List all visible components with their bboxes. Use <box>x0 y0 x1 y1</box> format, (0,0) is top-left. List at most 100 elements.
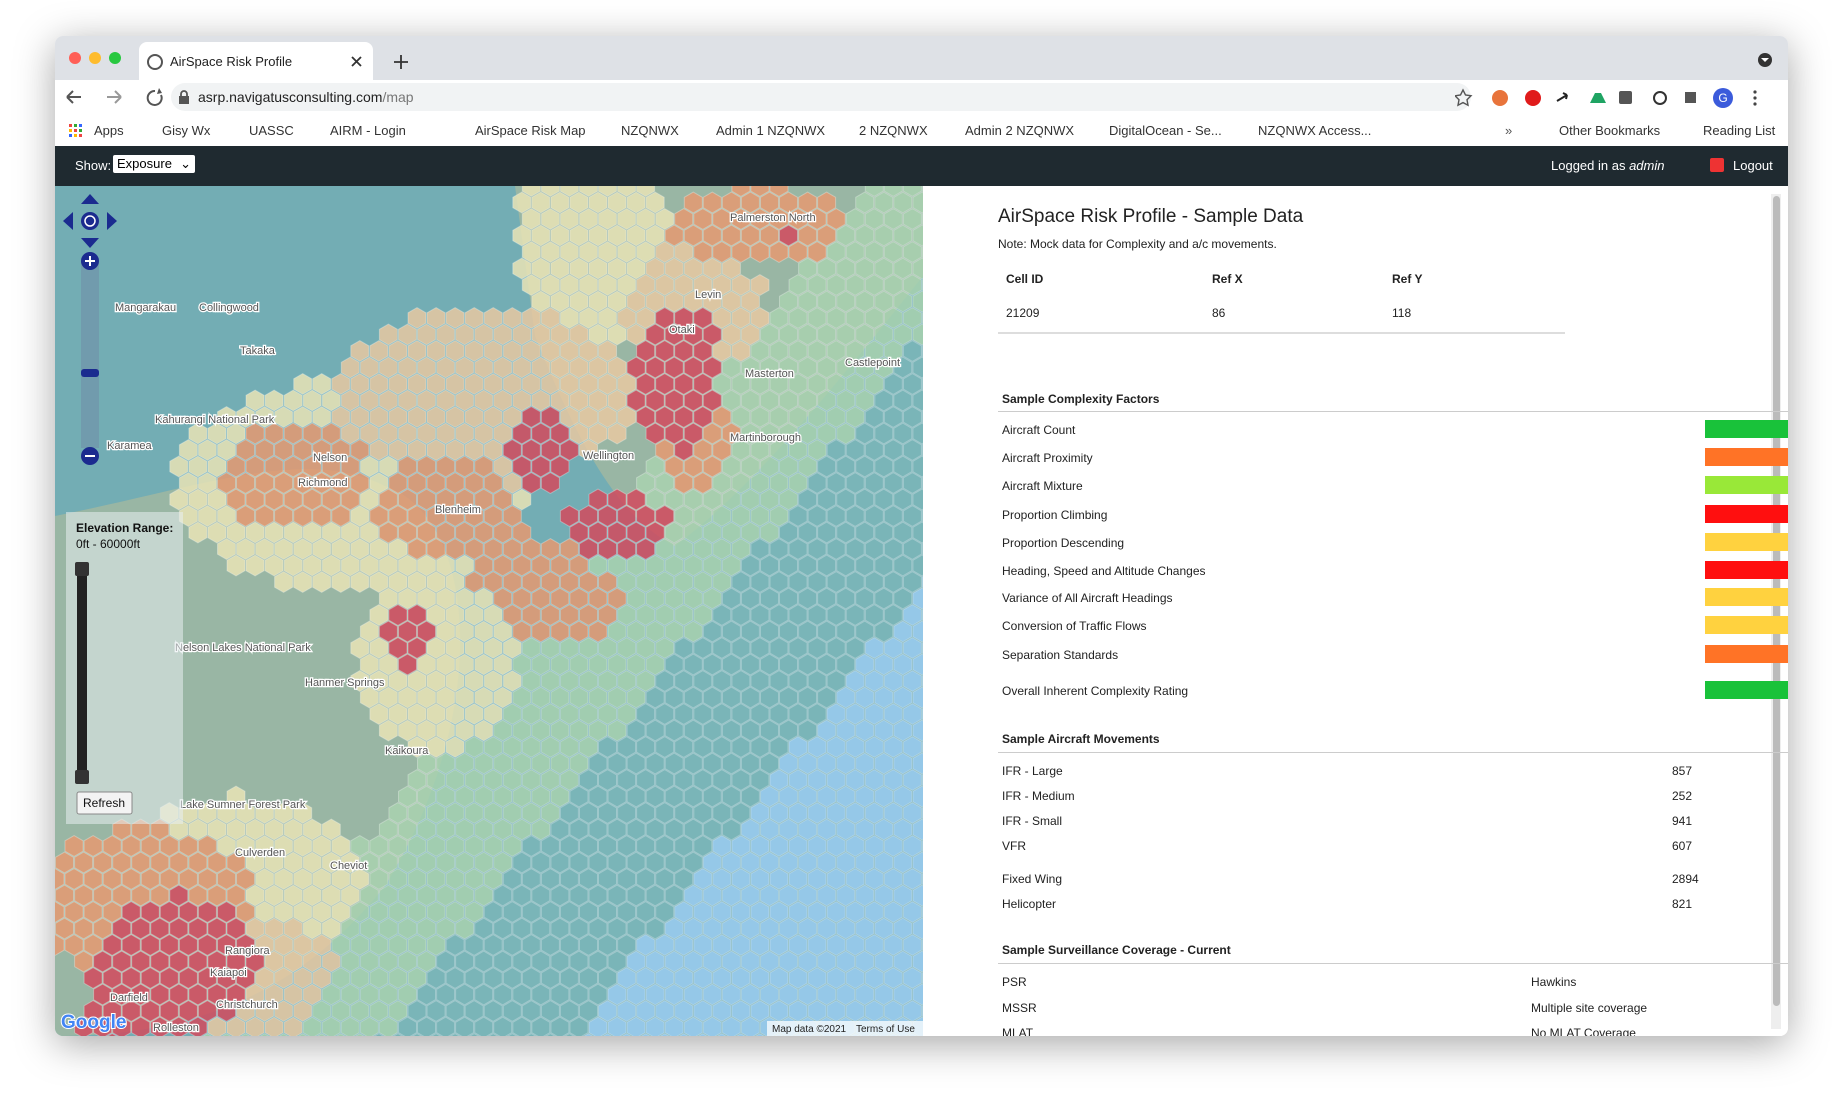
place-labels: Palmerston North Levin Otaki Masterton W… <box>106 211 902 1036</box>
section-rule <box>998 963 1788 964</box>
refresh-button[interactable] <box>76 791 133 815</box>
surveillance-label: MLAT <box>1002 1026 1034 1036</box>
section-title: Sample Complexity Factors <box>1002 392 1160 406</box>
hex-cells[interactable] <box>55 186 846 973</box>
reading-list[interactable]: Reading List <box>1703 123 1776 138</box>
omnibox[interactable] <box>171 83 1471 111</box>
refresh-label[interactable]: Refresh <box>83 796 125 810</box>
place-label: Karamea <box>107 440 153 452</box>
place-label: Masterton <box>745 368 794 380</box>
place-label: Cheviot <box>330 860 367 872</box>
bookmark[interactable]: 2 NZQNWX <box>859 123 928 138</box>
bookmark[interactable]: AirSpace Risk Map <box>475 123 586 138</box>
factor-label: Separation Standards <box>1002 648 1119 662</box>
tab-title[interactable]: AirSpace Risk Profile <box>170 54 293 69</box>
hex-cells[interactable] <box>580 555 924 1036</box>
bookmark[interactable]: Gisy Wx <box>162 123 211 138</box>
place-label: Wellington <box>583 450 634 462</box>
info-panel: AirSpace Risk Profile - Sample Data Note… <box>923 186 1788 1036</box>
zoom-slider[interactable] <box>81 252 99 465</box>
factor-rating <box>1705 476 1788 494</box>
elevation-track[interactable] <box>77 562 87 774</box>
overflow-chevron[interactable]: » <box>1505 123 1513 138</box>
table-cell: 21209 <box>1006 306 1040 320</box>
movement-label: Helicopter <box>1002 897 1057 911</box>
panel-title: AirSpace Risk Profile - Sample Data <box>998 206 1304 227</box>
bookmark[interactable]: NZQNWX <box>621 123 679 138</box>
table-header: Ref Y <box>1392 272 1423 286</box>
bookmark[interactable]: NZQNWX Access... <box>1258 123 1372 138</box>
place-label: Kahurangi National Park <box>155 414 275 426</box>
pan-control[interactable] <box>63 194 117 248</box>
bookmark[interactable]: Apps <box>94 123 124 138</box>
login-prefix: Logged in as <box>1551 158 1626 173</box>
factor-label: Aircraft Proximity <box>1002 451 1093 465</box>
apps-icon <box>69 124 82 137</box>
bookmark[interactable]: UASSC <box>249 123 294 138</box>
place-label: Nelson <box>313 452 347 464</box>
place-label: Richmond <box>298 477 348 489</box>
movement-label: IFR - Medium <box>1002 789 1075 803</box>
place-label: Nelson Lakes National Park <box>175 642 311 654</box>
hex-cells[interactable] <box>74 224 798 1036</box>
elevation-handle[interactable] <box>75 770 89 784</box>
elevation-handle[interactable] <box>75 562 89 576</box>
place-label: Collingwood <box>199 302 259 314</box>
section-title: Sample Surveillance Coverage - Current <box>1002 943 1231 957</box>
hex-cells[interactable] <box>207 241 770 1036</box>
hex-cells[interactable] <box>159 186 675 940</box>
table-header: Cell ID <box>1006 272 1044 286</box>
place-label: Otaki <box>669 324 695 336</box>
factor-label: Proportion Descending <box>1002 536 1125 550</box>
factor-label: Overall Inherent Complexity Rating <box>1002 684 1189 698</box>
tab-menu[interactable] <box>1755 50 1775 70</box>
terms-link[interactable]: Terms of Use <box>856 1024 915 1035</box>
factor-rating <box>1705 588 1788 606</box>
show-value[interactable]: Exposure <box>117 156 172 171</box>
show-select[interactable]: Exposure ⌄ <box>113 155 195 173</box>
map[interactable]: Palmerston North Levin Otaki Masterton W… <box>55 186 923 1036</box>
surveillance-label: PSR <box>1002 975 1027 989</box>
place-label: Takaka <box>240 345 276 357</box>
factor-label: Conversion of Traffic Flows <box>1002 619 1147 633</box>
place-label: Levin <box>695 289 721 301</box>
logout-link[interactable]: Logout <box>1733 158 1773 173</box>
login-status: Logged in as admin <box>1551 158 1665 173</box>
place-label: Mangarakau <box>115 302 176 314</box>
other-bookmarks[interactable]: Other Bookmarks <box>1559 123 1661 138</box>
surveillance-value: No MLAT Coverage <box>1531 1026 1636 1036</box>
app-bar: Show: Exposure ⌄ Logged in as admin Logo… <box>55 146 1788 186</box>
movement-value: 607 <box>1672 839 1693 853</box>
browser-window: AirSpace Risk Profile asrp.navigatuscons… <box>55 36 1788 1036</box>
url-path: /map <box>382 89 414 105</box>
movement-value: 857 <box>1672 764 1693 778</box>
bookmark[interactable]: Admin 2 NZQNWX <box>965 123 1075 138</box>
place-label: Kaiapoi <box>210 967 247 979</box>
login-user: admin <box>1629 158 1665 173</box>
panel-note: Note: Mock data for Complexity and a/c m… <box>998 237 1277 251</box>
overall-rating <box>1705 681 1788 699</box>
factor-label: Aircraft Mixture <box>1002 479 1083 493</box>
table-cell: 118 <box>1392 306 1412 320</box>
hex-cells[interactable] <box>370 324 923 1036</box>
section-rule <box>998 752 1788 753</box>
toolbar-icons[interactable]: G <box>1455 87 1785 109</box>
hex-cells[interactable] <box>198 186 923 1036</box>
place-label: Rangiora <box>225 945 271 957</box>
nav-buttons[interactable] <box>55 80 225 114</box>
address-row: asrp.navigatusconsulting.com/map G <box>55 80 1788 114</box>
table-cell: 86 <box>1212 306 1226 320</box>
tab-bar: AirSpace Risk Profile <box>55 36 1788 80</box>
logout-icon[interactable] <box>1710 158 1724 172</box>
section-rule <box>998 411 1788 412</box>
movement-value: 252 <box>1672 789 1693 803</box>
profile-initial[interactable]: G <box>1718 91 1727 105</box>
bookmark[interactable]: Admin 1 NZQNWX <box>716 123 826 138</box>
bookmarks-bar: Apps Gisy Wx UASSC AIRM - Login AirSpace… <box>55 114 1788 147</box>
bookmark[interactable]: AIRM - Login <box>330 123 406 138</box>
place-label: Palmerston North <box>730 212 816 224</box>
movement-label: IFR - Large <box>1002 764 1063 778</box>
bookmark[interactable]: DigitalOcean - Se... <box>1109 123 1222 138</box>
factor-label: Aircraft Count <box>1002 423 1076 437</box>
map-attribution: Map data ©2021 <box>772 1024 847 1035</box>
